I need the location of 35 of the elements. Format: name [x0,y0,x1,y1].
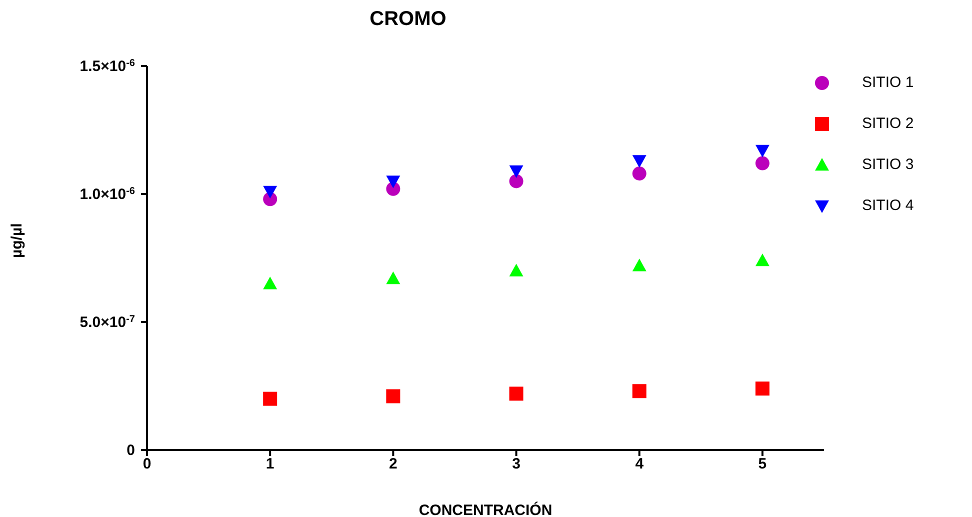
chart-title: CROMO [368,8,448,31]
y-axis-title: µg/µl [8,223,26,258]
point [386,389,400,404]
y-tick-label: 0 [126,442,135,459]
point [386,271,400,284]
point [755,254,770,266]
point [263,276,278,290]
legend-label: SITIO 2 [862,115,914,132]
x-tick-label: 0 [142,456,152,473]
legend-label: SITIO 4 [862,197,914,214]
point [632,384,646,398]
x-tick-label: 1 [266,456,274,473]
point [263,392,278,406]
point [755,382,770,396]
point [509,174,524,188]
y-tick-label: 1.5×10$^{-6}$ [80,58,136,75]
legend-label: SITIO 3 [862,156,914,173]
x-axis-title: CONCENTRACIÓN [418,501,552,517]
point [632,258,646,272]
point [632,155,646,168]
point [755,156,770,170]
point [263,186,278,198]
point [509,264,524,276]
point [755,144,770,158]
point [386,176,400,188]
point [509,165,524,178]
x-tick-label: 4 [635,456,644,473]
y-tick-label: 1.0×10$^{-6}$ [80,186,136,203]
point [509,386,524,401]
x-tick-label: 3 [512,456,520,473]
point [632,166,646,181]
legend-label: SITIO 1 [862,74,914,91]
x-tick-label: 5 [758,456,767,473]
x-tick-label: 2 [389,456,398,473]
y-tick-label: 5.0×10$^{-7}$ [80,314,136,331]
